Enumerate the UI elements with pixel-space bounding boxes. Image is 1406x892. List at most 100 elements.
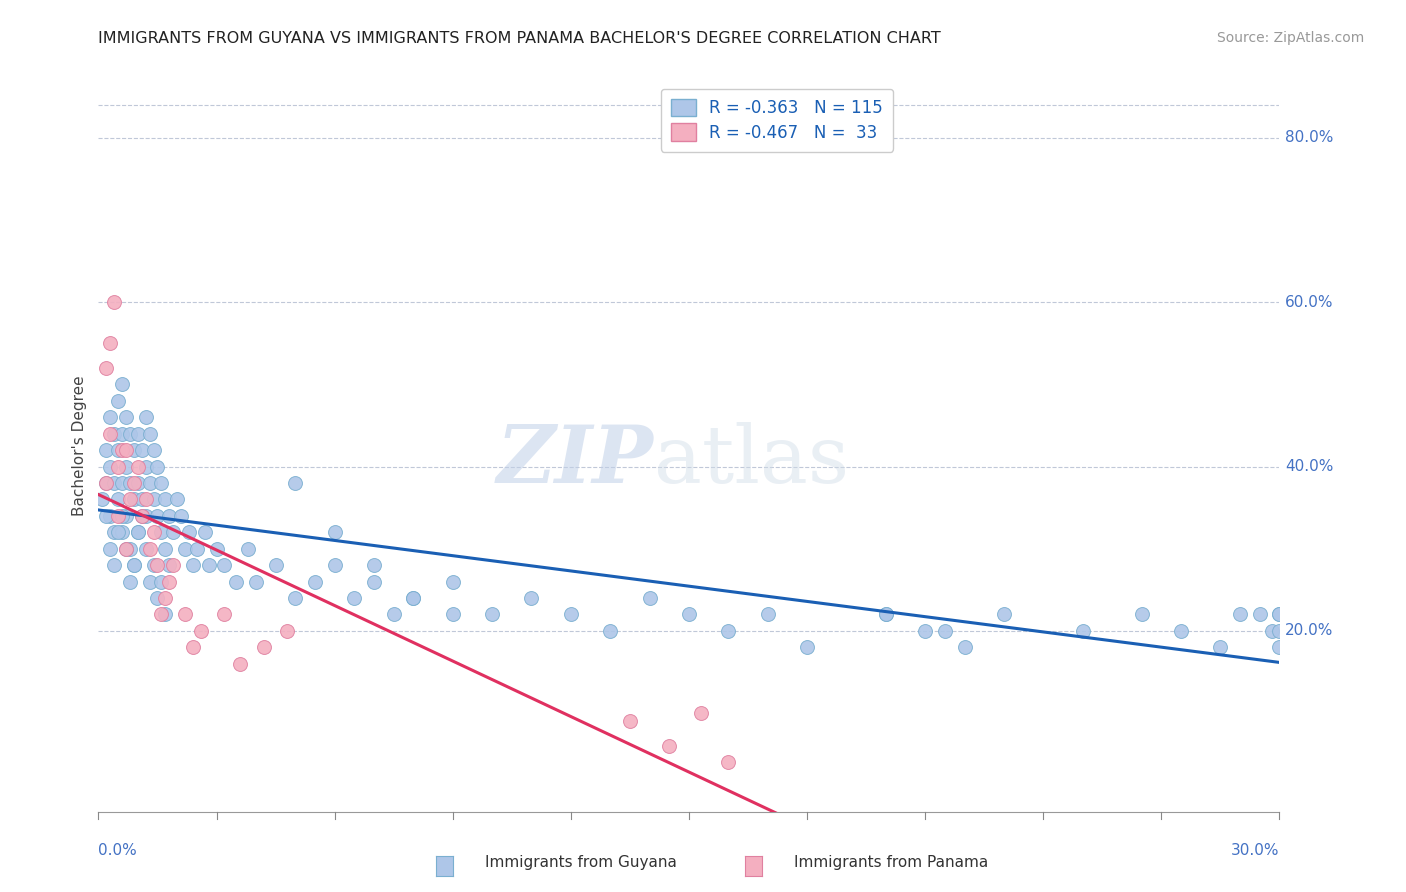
Point [1268, 607, 1291, 622]
Point [264, 558, 287, 573]
Point [323, 558, 346, 573]
Point [135, 459, 157, 474]
Point [131, 508, 153, 523]
Point [127, 475, 149, 490]
Point [118, 574, 141, 589]
Point [135, 492, 157, 507]
Point [150, 475, 173, 490]
Point [122, 558, 145, 573]
Point [304, 574, 326, 589]
Point [150, 525, 173, 540]
Point [323, 525, 346, 540]
Point [1209, 640, 1232, 655]
Legend: R = -0.363   N = 115, R = -0.467   N =  33: R = -0.363 N = 115, R = -0.467 N = 33 [661, 88, 893, 152]
Point [162, 558, 184, 573]
Point [118, 492, 141, 507]
Point [993, 607, 1015, 622]
Point [190, 624, 212, 638]
Point [138, 574, 160, 589]
Point [174, 541, 197, 556]
Point [155, 492, 177, 507]
Point [756, 607, 779, 622]
Point [111, 426, 134, 441]
Point [115, 541, 138, 556]
Point [343, 591, 366, 605]
Point [127, 426, 149, 441]
Point [142, 443, 165, 458]
Point [1170, 624, 1192, 638]
Point [103, 475, 125, 490]
Point [875, 607, 897, 622]
Point [1071, 624, 1094, 638]
Text: ZIP: ZIP [496, 422, 654, 500]
Point [142, 492, 165, 507]
Point [214, 607, 236, 622]
Text: 30.0%: 30.0% [1232, 843, 1279, 858]
Point [115, 541, 138, 556]
Point [115, 508, 138, 523]
Point [796, 640, 818, 655]
Point [1268, 624, 1291, 638]
Point [181, 558, 204, 573]
Point [194, 525, 217, 540]
Point [131, 508, 153, 523]
Point [245, 574, 267, 589]
Point [284, 591, 307, 605]
Point [382, 607, 405, 622]
Point [107, 508, 129, 523]
Point [197, 558, 219, 573]
Point [135, 410, 157, 425]
Point [214, 558, 236, 573]
Point [689, 706, 711, 720]
Point [111, 525, 134, 540]
Point [98, 426, 121, 441]
Point [186, 541, 208, 556]
Point [96, 443, 118, 458]
Point [96, 360, 118, 375]
Point [1268, 607, 1291, 622]
Point [122, 558, 145, 573]
Point [155, 607, 177, 622]
Point [229, 657, 252, 671]
Point [103, 295, 125, 310]
Point [162, 525, 184, 540]
Point [157, 558, 180, 573]
Point [638, 591, 661, 605]
Point [142, 558, 165, 573]
Point [138, 426, 160, 441]
Point [91, 492, 114, 507]
Text: atlas: atlas [654, 422, 849, 500]
Point [138, 541, 160, 556]
Point [155, 541, 177, 556]
Text: Immigrants from Guyana: Immigrants from Guyana [485, 855, 676, 870]
Point [107, 443, 129, 458]
Point [253, 640, 276, 655]
Point [150, 607, 173, 622]
Y-axis label: Bachelor's Degree: Bachelor's Degree [72, 376, 87, 516]
Point [107, 459, 129, 474]
Point [1268, 640, 1291, 655]
Point [122, 492, 145, 507]
Point [157, 508, 180, 523]
Point [142, 525, 165, 540]
Point [441, 607, 464, 622]
Point [402, 591, 425, 605]
Point [107, 492, 129, 507]
Point [1130, 607, 1153, 622]
Text: Source: ZipAtlas.com: Source: ZipAtlas.com [1216, 31, 1364, 45]
Point [284, 475, 307, 490]
Point [157, 574, 180, 589]
Point [166, 492, 188, 507]
Text: 40.0%: 40.0% [1285, 459, 1334, 474]
Point [115, 410, 138, 425]
Point [155, 591, 177, 605]
Point [953, 640, 976, 655]
Point [146, 508, 169, 523]
Point [98, 459, 121, 474]
Point [599, 624, 621, 638]
Text: IMMIGRANTS FROM GUYANA VS IMMIGRANTS FROM PANAMA BACHELOR'S DEGREE CORRELATION C: IMMIGRANTS FROM GUYANA VS IMMIGRANTS FRO… [98, 31, 941, 46]
Point [98, 336, 121, 351]
Point [135, 508, 157, 523]
Point [98, 410, 121, 425]
Point [111, 508, 134, 523]
